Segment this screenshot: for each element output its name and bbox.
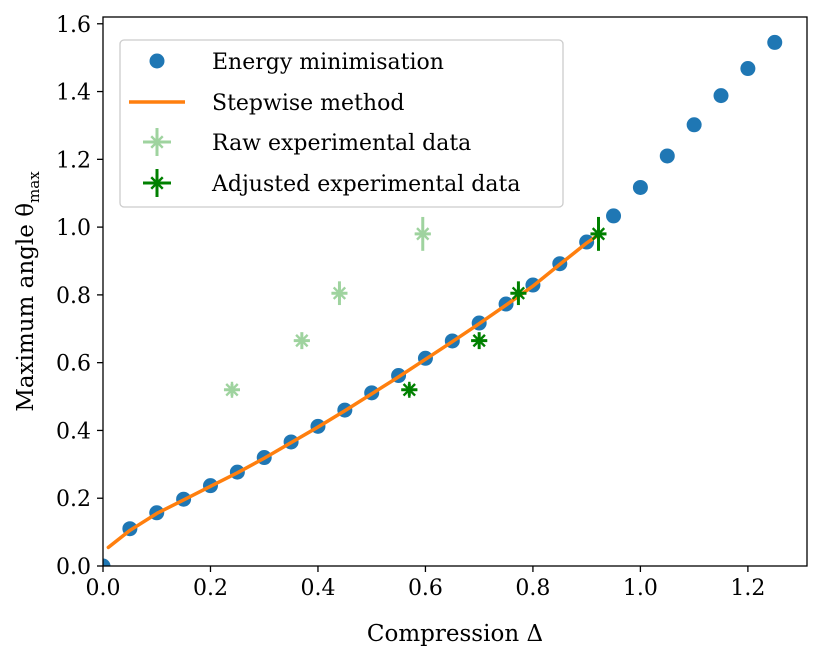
series-errorbar-3 (401, 216, 607, 398)
errorbar-point-marker (223, 381, 240, 398)
legend-swatch-marker (149, 53, 165, 69)
errorbar-point-marker (510, 281, 527, 306)
data-point (740, 61, 756, 77)
errorbar-point-marker (414, 216, 431, 251)
x-tick-label: 0.6 (408, 576, 443, 601)
y-axis-label-main: Maximum angle θ (13, 203, 39, 412)
x-tick-label: 0.0 (86, 576, 121, 601)
x-axis-label: Compression Δ (367, 621, 543, 647)
errorbar-point-star-d2 (295, 334, 309, 348)
errorbar-point-star-d1 (295, 334, 309, 348)
series-errorbar-2 (223, 216, 431, 398)
y-tick-label: 0.8 (56, 284, 91, 309)
y-tick-label: 0.4 (56, 419, 91, 444)
data-point (713, 88, 729, 104)
errorbar-point-star-d2 (511, 286, 526, 300)
errorbar-point-star-d2 (416, 227, 430, 241)
legend: Energy minimisation Stepwise method Raw ex… (119, 39, 564, 208)
legend-swatch-marker (143, 128, 171, 156)
data-point (686, 117, 702, 133)
legend-label: Adjusted experimental data (211, 172, 520, 197)
errorbar-point-star-d1 (225, 383, 239, 397)
errorbar-point-star-d2 (591, 227, 606, 241)
data-point (767, 34, 783, 50)
series-line (106, 233, 600, 550)
errorbar-point-marker (331, 281, 348, 306)
data-point (103, 558, 111, 566)
errorbar-point-star-d1 (416, 227, 430, 241)
x-tick-label: 1.2 (730, 576, 765, 601)
errorbar-point-star-d2 (472, 334, 486, 348)
errorbar-point-star-d2 (402, 383, 416, 397)
errorbar-point-marker (590, 216, 607, 251)
errorbar-point-star-d2 (332, 286, 347, 300)
y-tick-label: 1.0 (56, 216, 91, 241)
y-tick-label: 0.2 (56, 487, 91, 512)
x-tick-label: 0.8 (515, 576, 550, 601)
legend-label: Raw experimental data (212, 131, 471, 156)
errorbar-point-marker (401, 381, 418, 398)
legend-swatch-marker (143, 169, 171, 197)
data-point (659, 148, 675, 164)
legend-box (119, 39, 564, 208)
legend-entry: Stepwise method (129, 91, 404, 116)
y-tick-label: 0.6 (56, 352, 91, 377)
legend-swatch-star-d1 (150, 135, 164, 149)
axes-frame (102, 16, 808, 567)
legend-entry: Energy minimisation (149, 50, 444, 75)
legend-swatch-star-d2 (150, 176, 164, 190)
data-point (632, 179, 648, 195)
errorbar-point-marker (471, 332, 488, 350)
legend-label: Energy minimisation (212, 50, 444, 75)
y-axis-label-sub: max (25, 171, 43, 203)
data-point (606, 208, 622, 224)
y-tick-label: 1.2 (56, 148, 91, 173)
plot-layer (103, 34, 783, 566)
legend-label: Stepwise method (212, 91, 404, 116)
series-line-1 (106, 233, 600, 550)
legend-entry: Adjusted experimental data (143, 169, 520, 197)
y-tick-label: 1.4 (56, 81, 91, 106)
legend-swatch-star-d2 (150, 135, 164, 149)
errorbar-point-star-d2 (225, 383, 239, 397)
errorbar-point-marker (293, 332, 310, 350)
y-tick-label: 1.6 (56, 13, 91, 38)
x-tick-label: 0.2 (193, 576, 228, 601)
axes-layer: 0.0 0.2 0.4 0.6 0.8 1.0 1.2 0.0 0.2 0.4 0.6 0.8 1.0 1… (13, 13, 808, 647)
errorbar-point-star-d1 (332, 286, 347, 300)
legend-entry: Raw experimental data (143, 128, 471, 156)
y-axis-label: Maximum angle θmax (13, 171, 43, 412)
x-tick-label: 1.0 (623, 576, 658, 601)
x-tick-label: 0.4 (300, 576, 335, 601)
y-tick-label: 0.0 (56, 555, 91, 580)
